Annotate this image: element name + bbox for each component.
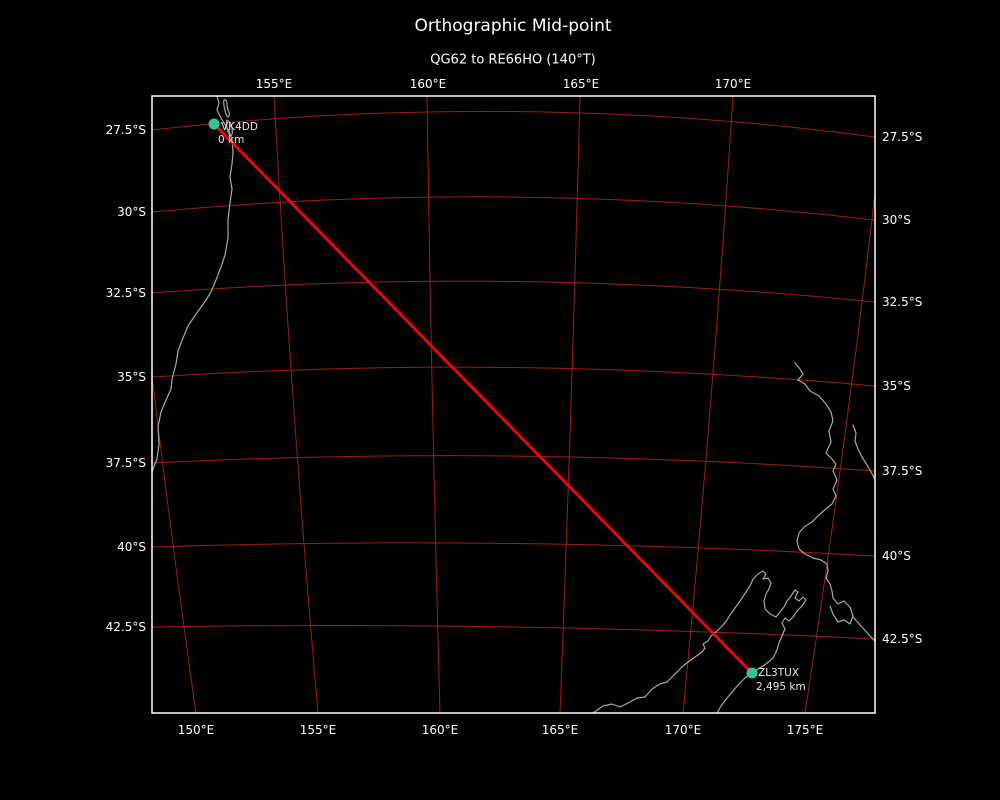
parallel-35s [152,366,875,387]
bottom-axis-label: 170°E [664,723,702,737]
top-axis-label: 160°E [409,77,447,91]
origin-callsign-label: VK4DD [221,121,258,133]
top-axis-label: 165°E [562,77,600,91]
target-distance-label: 2,495 km [756,681,806,693]
origin-distance-label: 0 km [218,134,245,146]
origin-marker [208,118,220,130]
right-axis-label: 37.5°S [882,464,923,478]
parallel-27-5s [152,110,875,138]
route-line [213,123,753,674]
meridian-165e [559,96,581,713]
right-axis-label: 32.5°S [882,295,923,309]
left-axis-label: 35°S [117,370,146,384]
parallel-37-5s [152,455,875,472]
right-axis-label: 30°S [882,213,911,227]
coast-nz-wairarapa [852,616,875,642]
left-axis-label: 42.5°S [105,620,146,634]
coast-stradbroke-island [225,119,233,137]
left-axis-label: 27.5°S [105,123,146,137]
bottom-axis-label: 150°E [177,723,215,737]
right-axis-label: 42.5°S [882,632,923,646]
map-border [151,95,876,714]
route-subtitle: QG62 to RE66HO (140°T) [430,52,596,68]
parallel-40s [152,542,875,557]
meridian-155e [273,96,319,713]
bottom-axis-label: 160°E [421,723,459,737]
right-axis-label: 40°S [882,549,911,563]
parallel-32-5s [152,280,875,303]
coastlines [152,96,875,713]
bottom-axis-label: 155°E [299,723,337,737]
meridian-160e [426,96,441,713]
coast-nz-south-island [592,570,807,713]
bottom-axis-label: 175°E [786,723,824,737]
coast-moreton-island [223,99,230,118]
bottom-axis-label: 165°E [541,723,579,737]
left-axis-label: 30°S [117,205,146,219]
top-axis-label: 155°E [255,77,293,91]
right-axis-label: 35°S [882,379,911,393]
coast-nz-north-island-west [794,362,854,625]
coast-australia-east [152,96,234,474]
right-axis-label: 27.5°S [882,130,923,144]
target-marker [746,667,758,679]
left-axis-label: 37.5°S [105,456,146,470]
coast-nz-coromandel-bay-of-plenty [852,424,875,481]
left-axis-label: 40°S [117,540,146,554]
graticule-grid [152,96,875,713]
parallel-42-5s [152,625,875,640]
parallel-30s [152,196,875,221]
meridian-170e [682,96,734,713]
top-axis-label: 170°E [714,77,752,91]
left-axis-label: 32.5°S [105,286,146,300]
meridian-175e [804,189,875,713]
target-callsign-label: ZL3TUX [758,667,800,679]
page-title: Orthographic Mid-point [414,16,612,36]
